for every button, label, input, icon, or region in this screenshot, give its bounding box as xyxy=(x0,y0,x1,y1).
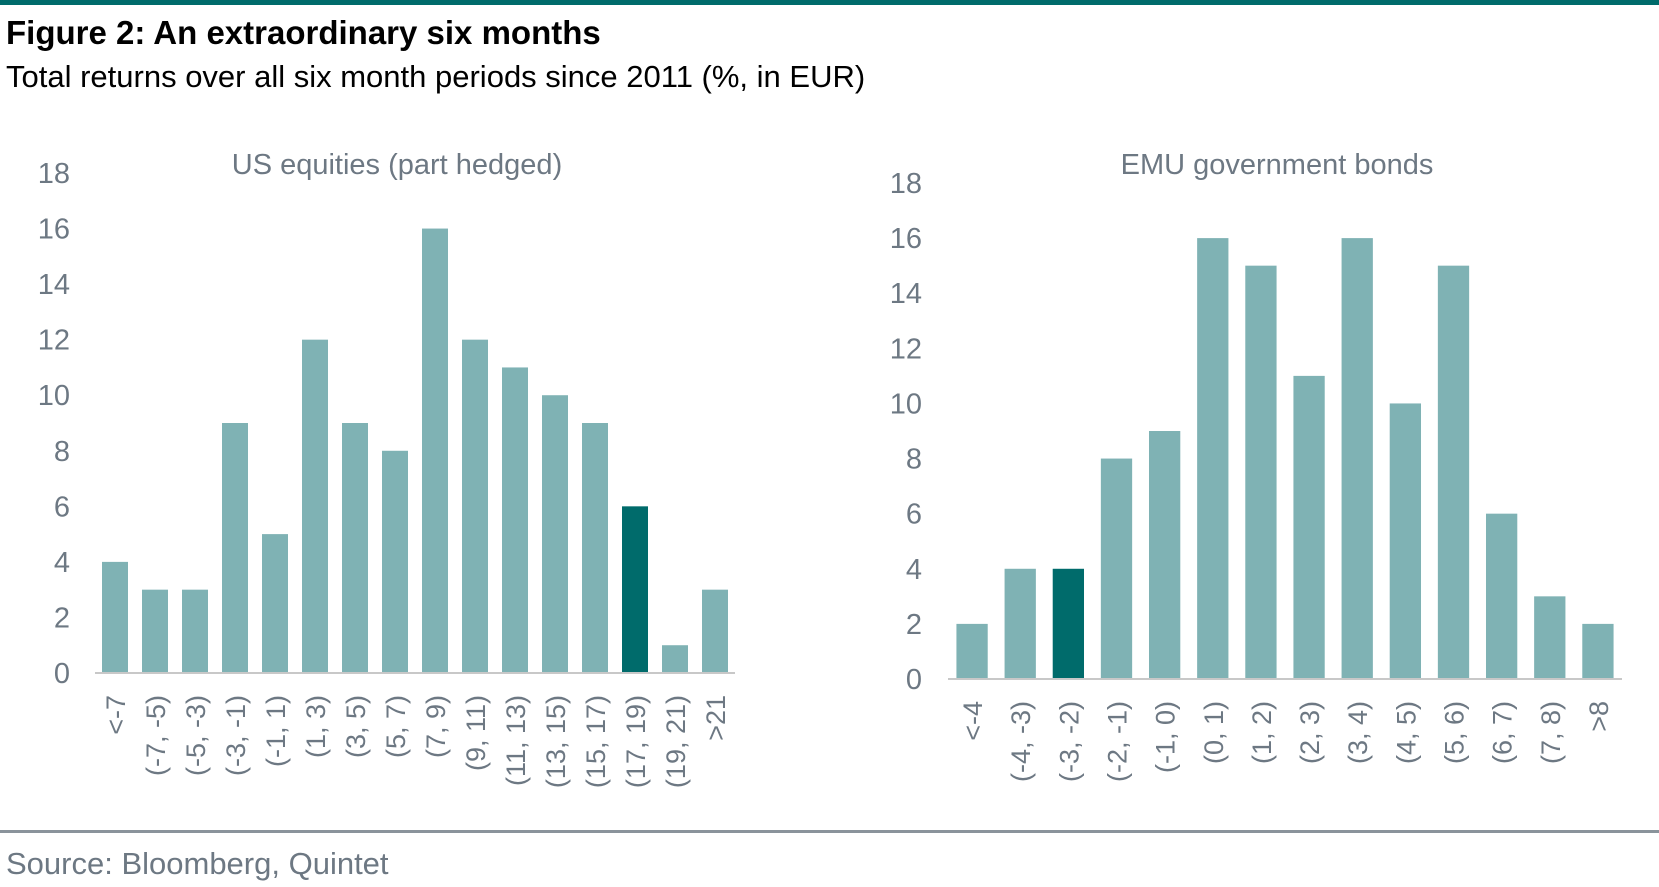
x-tick-label: (3, 5) xyxy=(341,695,371,758)
x-tick-label: (5, 7) xyxy=(381,695,411,758)
bar xyxy=(1485,513,1518,679)
source-note: Source: Bloomberg, Quintet xyxy=(6,846,389,881)
y-tick-label: 6 xyxy=(906,499,922,531)
y-tick-label: 4 xyxy=(54,547,70,579)
y-tick-label: 14 xyxy=(890,278,922,310)
bar xyxy=(462,339,488,673)
x-tick-label: (7, 8) xyxy=(1536,701,1566,764)
y-tick-label: 16 xyxy=(890,223,922,255)
y-tick-label: 6 xyxy=(54,491,70,523)
bar xyxy=(262,534,288,673)
charts-area: US equities (part hedged) 0 2 4 6 8 10 12 14 16 18… xyxy=(38,149,1622,788)
y-tick-label: 2 xyxy=(906,609,922,641)
x-tick-label: (0, 1) xyxy=(1199,701,1229,764)
x-tick-label: (-3, -2) xyxy=(1054,701,1084,782)
x-tick-label: (1, 2) xyxy=(1247,701,1277,764)
bar xyxy=(1389,403,1422,679)
bar xyxy=(502,367,528,673)
y-tick-label: 0 xyxy=(906,664,922,696)
y-tick-label: 14 xyxy=(38,269,70,301)
bar xyxy=(1293,375,1325,679)
figure-subtitle: Total returns over all six month periods… xyxy=(6,59,866,94)
x-tick-label: (-1, 0) xyxy=(1151,701,1181,773)
x-tick-label: (9, 11) xyxy=(461,695,491,771)
x-tick-label: (-7, -5) xyxy=(141,695,171,776)
bar xyxy=(1341,238,1373,679)
bar xyxy=(702,589,728,673)
y-tick-label: 18 xyxy=(38,158,70,190)
y-tick-label: 10 xyxy=(890,388,922,420)
bar xyxy=(622,506,648,673)
x-tick-label: (17, 19) xyxy=(621,695,651,788)
bar xyxy=(1052,568,1085,679)
x-tick-label: (-5, -3) xyxy=(181,695,211,776)
bar xyxy=(1437,265,1470,679)
y-tick-label: 10 xyxy=(38,380,70,412)
bar xyxy=(1100,458,1133,679)
y-tick-label: 2 xyxy=(54,602,70,634)
bar xyxy=(1197,238,1229,679)
chart-title: EMU government bonds xyxy=(1121,149,1434,181)
x-tick-label: (-3, -1) xyxy=(221,695,251,776)
x-tick-label: >8 xyxy=(1584,701,1614,732)
bar xyxy=(342,423,368,673)
bar xyxy=(1004,568,1036,679)
y-tick-label: 8 xyxy=(906,444,922,476)
chart-1: US equities (part hedged) 0 2 4 6 8 10 12 14 16 18… xyxy=(38,149,735,788)
y-tick-label: 0 xyxy=(54,658,70,690)
bar xyxy=(422,228,448,674)
top-rule xyxy=(0,0,1659,5)
x-tick-label: (6, 7) xyxy=(1488,701,1518,764)
x-tick-label: (5, 6) xyxy=(1440,701,1470,764)
x-tick-label: (1, 3) xyxy=(301,695,331,758)
bar xyxy=(542,395,568,673)
x-tick-label: (15, 17) xyxy=(581,695,611,788)
bar xyxy=(956,623,988,679)
x-tick-label: (-2, -1) xyxy=(1103,701,1133,782)
y-tick-label: 12 xyxy=(38,325,70,357)
x-tick-label: (19, 21) xyxy=(661,695,691,788)
bar xyxy=(302,339,328,673)
bar xyxy=(182,589,208,673)
bar xyxy=(382,450,408,673)
x-tick-label: >21 xyxy=(701,695,731,741)
x-tick-label: (4, 5) xyxy=(1391,701,1421,764)
x-tick-label: <-7 xyxy=(101,695,131,735)
x-tick-label: <-4 xyxy=(958,701,988,741)
bar xyxy=(1582,623,1614,679)
bar xyxy=(222,423,248,673)
y-tick-label: 16 xyxy=(38,214,70,246)
bar xyxy=(582,423,608,673)
x-tick-label: (3, 4) xyxy=(1343,701,1373,764)
chart-2: EMU government bonds 0 2 4 6 8 10 12 14 16 18 <-4 (-… xyxy=(890,149,1622,782)
y-tick-label: 8 xyxy=(54,436,70,468)
x-tick-label: (-4, -3) xyxy=(1006,701,1036,782)
bar xyxy=(1534,596,1566,679)
y-tick-label: 12 xyxy=(890,333,922,365)
y-tick-label: 4 xyxy=(906,554,922,586)
chart-title: US equities (part hedged) xyxy=(232,149,562,181)
x-tick-label: (7, 9) xyxy=(421,695,451,758)
bar xyxy=(1148,431,1181,679)
y-tick-label: 18 xyxy=(890,168,922,200)
bar xyxy=(662,645,688,673)
bottom-rule xyxy=(0,830,1659,833)
x-tick-label: (-1, 1) xyxy=(261,695,291,767)
x-tick-label: (2, 3) xyxy=(1295,701,1325,764)
bar xyxy=(1245,265,1277,679)
x-tick-label: (11, 13) xyxy=(501,695,531,786)
figure-title: Figure 2: An extraordinary six months xyxy=(6,14,601,51)
bar xyxy=(142,589,168,673)
x-tick-label: (13, 15) xyxy=(541,695,571,788)
bar xyxy=(102,561,128,673)
